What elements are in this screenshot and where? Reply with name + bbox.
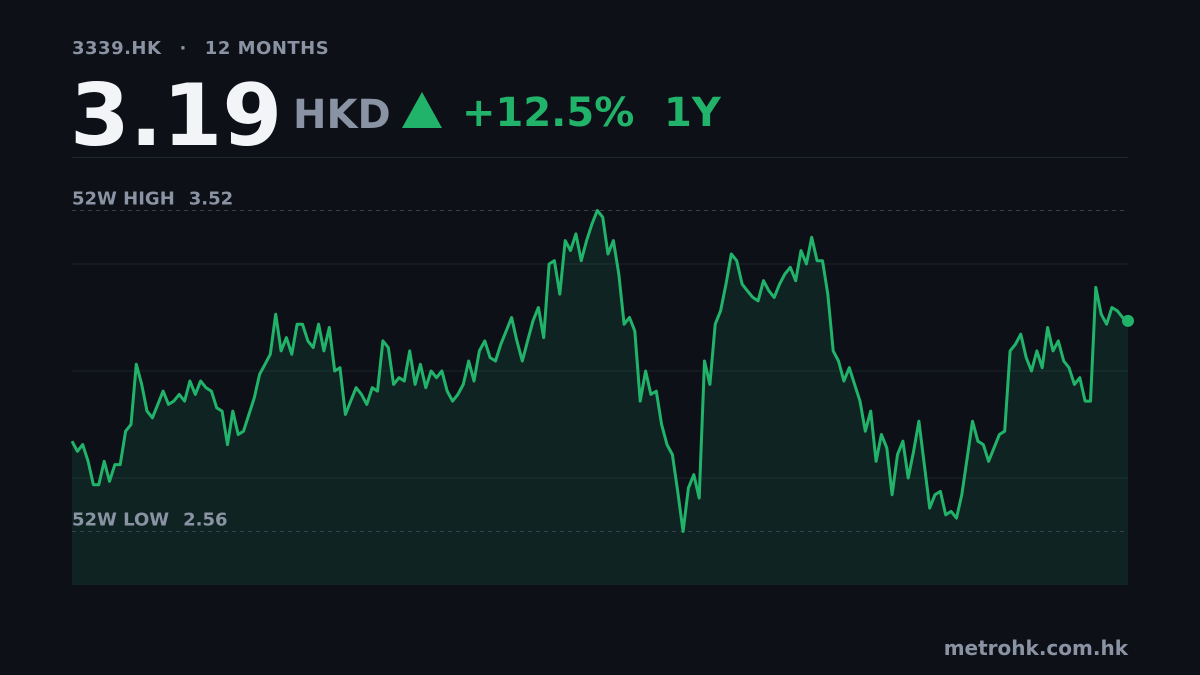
currency: HKD <box>293 92 391 138</box>
last-point <box>1122 314 1134 327</box>
ticker: 3339.HK <box>72 38 162 59</box>
reference-name: 52W HIGH <box>72 189 175 210</box>
period-label: 12 MONTHS <box>204 38 330 59</box>
reference-label: 52W LOW 2.56 <box>72 510 228 531</box>
subtitle: 3339.HK · 12 MONTHS <box>72 38 329 59</box>
reference-value: 3.52 <box>189 189 233 210</box>
reference-value: 2.56 <box>183 510 227 531</box>
source: metrohk.com.hk <box>943 636 1128 660</box>
range: 1Y <box>664 90 721 136</box>
reference-name: 52W LOW <box>72 510 169 531</box>
area-fill <box>72 210 1128 585</box>
up-arrow <box>402 92 442 128</box>
change: +12.5% <box>462 90 635 136</box>
price: 3.19 <box>70 66 283 166</box>
chart: 52W HIGH 3.52 52W LOW 2.56 <box>70 157 1134 585</box>
price-line <box>70 209 1129 533</box>
separator: · <box>179 38 187 59</box>
reference-label: 52W HIGH 3.52 <box>72 189 233 210</box>
